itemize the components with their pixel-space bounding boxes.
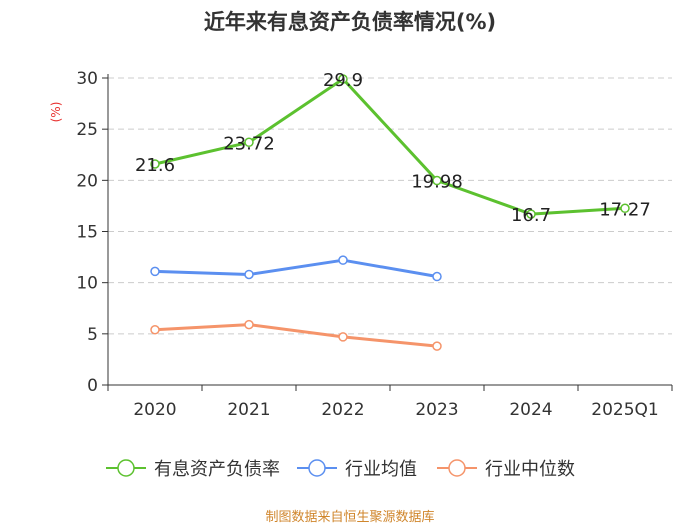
y-tick-label: 10 xyxy=(76,274,98,294)
legend-marker-2 xyxy=(448,459,466,477)
data-point-0 xyxy=(526,209,536,219)
x-tick-label: 2022 xyxy=(321,400,364,420)
data-point-2 xyxy=(150,324,160,335)
y-tick-label: 20 xyxy=(76,171,98,191)
data-label: 29.9 xyxy=(323,70,363,91)
x-tick-label: 2020 xyxy=(133,400,176,420)
x-tick-label: 2023 xyxy=(415,400,458,420)
legend-label-2: 行业中位数 xyxy=(485,459,575,480)
data-point-1 xyxy=(432,271,442,282)
legend-label-0: 有息资产负债率 xyxy=(154,459,280,480)
y-tick-label: 25 xyxy=(76,120,98,140)
y-tick-label: 15 xyxy=(76,223,98,243)
y-tick-label: 5 xyxy=(87,325,98,345)
data-label: 16.7 xyxy=(511,205,551,226)
y-axis-label: (%) xyxy=(49,102,63,123)
chart-title: 近年来有息资产负债率情况(%) xyxy=(203,10,497,34)
series-line-0 xyxy=(154,77,626,216)
data-point-2 xyxy=(432,341,442,351)
series-line-2 xyxy=(154,323,438,348)
data-label: 23.72 xyxy=(223,133,275,154)
x-tick-label: 2024 xyxy=(509,400,552,420)
legend-marker-1 xyxy=(308,459,326,477)
data-point-0 xyxy=(244,137,254,148)
data-point-2 xyxy=(338,332,348,342)
data-point-2 xyxy=(244,319,254,330)
data-point-1 xyxy=(338,255,348,265)
source-note: 制图数据来自恒生聚源数据库 xyxy=(265,510,435,525)
data-label: 19.98 xyxy=(411,172,463,193)
legend-label-1: 行业均值 xyxy=(345,459,417,480)
data-point-0 xyxy=(620,203,630,214)
data-point-0 xyxy=(150,159,160,169)
data-point-1 xyxy=(150,266,160,277)
y-tick-label: 30 xyxy=(76,69,98,89)
y-tick-label: 0 xyxy=(87,376,98,396)
series-line-1 xyxy=(154,258,438,278)
x-tick-label: 2025Q1 xyxy=(591,400,658,420)
legend-marker-0 xyxy=(117,459,135,477)
data-point-0 xyxy=(338,74,348,84)
x-tick-label: 2021 xyxy=(227,400,270,420)
data-point-0 xyxy=(432,175,442,186)
data-point-1 xyxy=(244,269,254,280)
data-label: 21.6 xyxy=(135,155,175,176)
data-label: 17.27 xyxy=(599,199,651,220)
